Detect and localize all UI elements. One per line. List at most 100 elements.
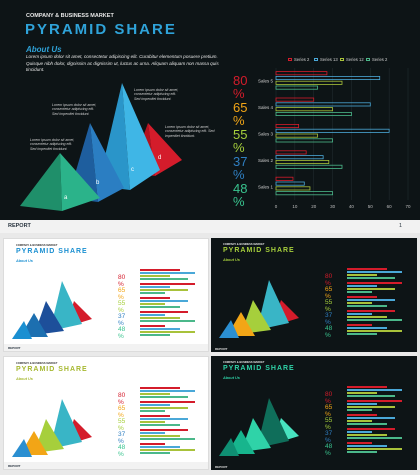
bar [275,124,300,129]
legend-swatch [366,58,370,61]
pyramid-label-a: a [64,195,68,201]
thumb-percents: 80% 65% 55% 37% 48% [325,391,333,457]
bar [275,128,390,133]
bar [275,102,371,107]
bar [275,71,328,76]
x-tick-label: 0 [275,204,278,209]
thumb-about: About Us [16,259,33,263]
callout-3: Lorem ipsum dolor sit amet, consectetur … [30,138,75,151]
x-tick-label: 30 [330,204,336,209]
category-label: Sales 4 [258,105,274,110]
percent-sign: % [233,194,245,209]
pyramid-graphic: a b c d [20,83,182,211]
slide-thumbnail[interactable]: COMPANY & BUSINESS MARKET PYRAMID SHARE … [211,238,417,352]
legend-swatch [288,58,292,61]
bar [275,176,294,181]
bar [275,186,311,191]
category-label: Sales 1 [258,184,274,189]
pyramid-label-b: b [96,180,100,186]
bar [275,181,305,186]
thumb-chart [132,387,206,457]
thumb-small-heading: COMPANY & BUSINESS MARKET [16,244,58,247]
about-text-1: Lorem ipsum dolor sit amet, consectetur … [26,54,218,59]
thumb-small-heading: COMPANY & BUSINESS MARKET [16,362,58,365]
legend-swatch [314,58,318,61]
pyramid-label-d: d [158,155,161,161]
thumb-pyramid [12,281,92,339]
thumb-pyramid [219,280,299,338]
slide-footer: REPORT 1 [0,220,420,233]
bar [275,160,330,165]
x-tick-label: 20 [311,204,317,209]
thumb-title: PYRAMID SHARE [16,366,88,373]
slide-small-heading: COMPANY & BUSINESS MARKET [26,13,114,19]
thumb-title: PYRAMID SHARE [16,248,88,255]
bar [275,133,318,138]
thumb-title: PYRAMID SHARE [223,247,295,254]
thumb-small-heading: COMPANY & BUSINESS MARKET [223,361,265,364]
about-text-2: Quisque nibh dolor, dignissim ac digniss… [26,61,219,72]
legend-label: Series 2 [372,57,388,62]
legend-label: Series 2 [294,57,310,62]
thumb-footer: REPORT [211,463,417,470]
thumb-chart [339,268,413,338]
thumb-pyramid [219,398,299,456]
bar [275,85,318,90]
percent-sign: % [233,167,245,182]
percent-value-48: 48 [233,181,248,196]
thumb-about: About Us [223,376,240,380]
percent-sign: % [233,86,245,101]
bar [275,164,343,169]
bar [275,138,333,143]
bar-chart: 0 10 20 30 40 50 60 70 Sales 5 Sales 4 Sales 3 Sale… [258,68,411,209]
slide-thumbnail[interactable]: COMPANY & BUSINESS MARKET PYRAMID SHARE … [211,356,417,470]
legend-label: Series 12 [346,57,364,62]
percent-sign: % [233,113,245,128]
main-slide[interactable]: COMPANY & BUSINESS MARKET PYRAMID SHARE … [0,0,420,233]
legend-swatch [340,58,344,61]
callout-2: Lorem ipsum dolor sit amet, consectetur … [134,88,179,101]
footer-label: REPORT [8,223,31,229]
thumb-chart [339,386,413,456]
callout-1: Lorem ipsum dolor sit amet, consectetur … [52,103,97,116]
bar [275,112,352,117]
thumb-percents: 80% 65% 55% 37% 48% [118,392,126,458]
thumb-footer: REPORT [211,345,417,352]
thumb-about: About Us [16,377,33,381]
bar [275,155,324,160]
thumb-footer: REPORT [4,344,208,351]
percent-sign: % [233,140,245,155]
x-tick-label: 60 [387,204,393,209]
x-tick-label: 10 [292,204,298,209]
page-number: 1 [398,223,402,229]
thumb-percents: 80% 65% 55% 37% 48% [118,274,126,340]
pyramid-c-face-right [122,83,160,190]
pyramid-label-c: c [131,167,134,173]
legend-item: Series 2 [288,57,309,62]
bar [275,75,381,80]
about-title: About Us [26,45,62,54]
pyramid-a-face-right [60,153,100,211]
legend-item: Series 12 [340,57,364,62]
bar [275,191,333,196]
percent-value-80: 80 [233,73,248,88]
slide-title: PYRAMID SHARE [25,21,177,38]
thumb-pyramid [12,399,92,457]
legend-label: Series 13 [320,57,338,62]
slide-thumbnail[interactable]: COMPANY & BUSINESS MARKET PYRAMID SHARE … [3,356,209,470]
thumb-small-heading: COMPANY & BUSINESS MARKET [223,243,265,246]
thumb-title: PYRAMID SHARE [223,365,295,372]
bar [275,97,315,102]
x-tick-label: 40 [349,204,355,209]
bar [275,80,343,85]
category-label: Sales 2 [258,158,274,163]
thumb-chart [132,269,206,339]
percent-value-65: 65 [233,100,248,115]
callout-4: Lorem ipsum dolor sit amet, consectetur … [165,125,215,138]
percent-value-55: 55 [233,127,248,142]
x-tick-label: 50 [368,204,374,209]
x-tick-label: 70 [405,204,411,209]
category-label: Sales 5 [258,79,274,84]
thumb-percents: 80% 65% 55% 37% 48% [325,273,333,339]
slide-thumbnail[interactable]: COMPANY & BUSINESS MARKET PYRAMID SHARE … [3,238,209,352]
